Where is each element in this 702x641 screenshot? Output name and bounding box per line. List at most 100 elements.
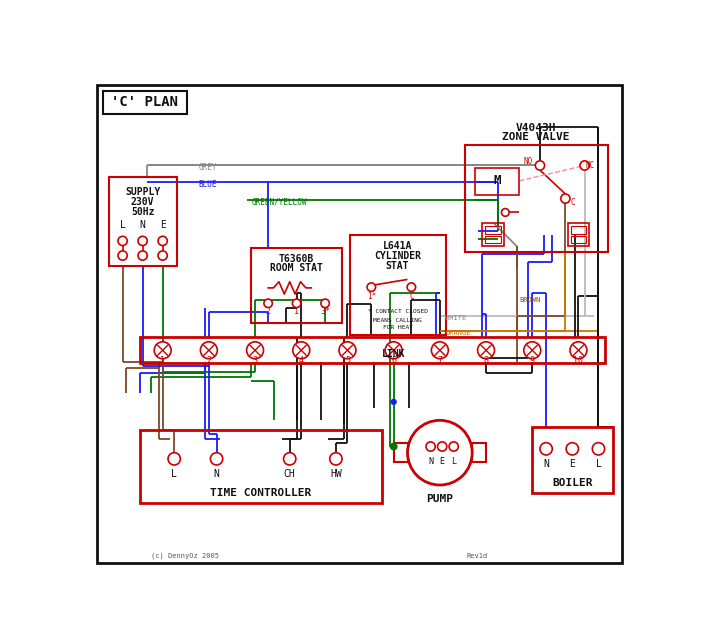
Text: HW: HW: [330, 469, 342, 479]
Text: 1*: 1*: [366, 292, 376, 301]
Circle shape: [580, 161, 589, 170]
Circle shape: [293, 299, 301, 308]
Text: C: C: [409, 292, 413, 301]
Circle shape: [536, 161, 545, 170]
Text: BLUE: BLUE: [199, 180, 218, 189]
Text: N: N: [140, 220, 145, 229]
Text: E: E: [439, 458, 444, 467]
Text: V4043H: V4043H: [516, 122, 557, 133]
Circle shape: [154, 342, 171, 359]
Bar: [475, 168, 519, 195]
Text: 1: 1: [160, 356, 165, 365]
Text: 6: 6: [391, 356, 396, 365]
Text: 1: 1: [294, 307, 299, 316]
Circle shape: [200, 342, 218, 359]
Text: ROOM STAT: ROOM STAT: [270, 263, 323, 273]
Circle shape: [367, 283, 376, 292]
Circle shape: [570, 342, 587, 359]
Text: 2: 2: [206, 356, 211, 365]
Bar: [350, 235, 446, 335]
Text: E: E: [160, 220, 166, 229]
Circle shape: [426, 442, 435, 451]
Circle shape: [284, 453, 296, 465]
Text: LINK: LINK: [382, 349, 406, 359]
Circle shape: [390, 444, 397, 449]
Circle shape: [168, 453, 180, 465]
Bar: [251, 248, 342, 323]
Text: ORANGE: ORANGE: [445, 330, 471, 337]
Text: M: M: [493, 174, 501, 187]
Circle shape: [246, 342, 263, 359]
Text: 3*: 3*: [320, 307, 330, 316]
Text: (c) DennyOz 2005: (c) DennyOz 2005: [151, 553, 219, 559]
Text: L: L: [171, 469, 177, 479]
Text: 2: 2: [265, 307, 271, 316]
Text: WHITE: WHITE: [445, 315, 467, 321]
Text: C: C: [571, 198, 576, 207]
Text: L: L: [119, 220, 126, 229]
Text: L: L: [595, 459, 602, 469]
Circle shape: [592, 443, 604, 455]
Circle shape: [408, 420, 472, 485]
Text: MEANS CALLING: MEANS CALLING: [373, 318, 422, 322]
Text: N: N: [428, 458, 433, 467]
Text: NO: NO: [524, 157, 533, 166]
Text: 3: 3: [253, 356, 258, 365]
Bar: [472, 444, 486, 462]
Text: GREEN/YELLOW: GREEN/YELLOW: [251, 198, 307, 207]
Circle shape: [264, 299, 272, 308]
Bar: [568, 223, 589, 246]
Text: ZONE VALVE: ZONE VALVE: [503, 132, 570, 142]
Circle shape: [477, 342, 494, 359]
Circle shape: [540, 443, 552, 455]
Text: BROWN: BROWN: [519, 297, 541, 303]
Bar: [140, 337, 605, 363]
Text: 5: 5: [345, 356, 350, 365]
Bar: [103, 91, 187, 114]
Text: N: N: [213, 469, 220, 479]
Circle shape: [321, 299, 329, 308]
Text: FOR HEAT: FOR HEAT: [383, 326, 413, 331]
Text: NC: NC: [585, 161, 595, 170]
Circle shape: [437, 442, 446, 451]
Text: STAT: STAT: [386, 261, 409, 271]
Circle shape: [391, 399, 396, 404]
Circle shape: [449, 442, 458, 451]
Text: E: E: [569, 459, 575, 469]
Circle shape: [385, 342, 402, 359]
Text: GREY: GREY: [199, 163, 218, 172]
Circle shape: [118, 237, 127, 246]
Text: 9: 9: [530, 356, 535, 365]
Bar: [485, 235, 501, 243]
Text: BOILER: BOILER: [552, 478, 592, 488]
Text: N: N: [543, 459, 549, 469]
Text: 'C' PLAN: 'C' PLAN: [112, 96, 178, 110]
Text: 4: 4: [299, 356, 304, 365]
Text: 8: 8: [484, 356, 489, 365]
Bar: [465, 145, 608, 253]
Bar: [109, 177, 176, 265]
Text: PUMP: PUMP: [426, 494, 453, 504]
Text: 50Hz: 50Hz: [131, 208, 154, 217]
Bar: [571, 226, 586, 234]
Circle shape: [566, 443, 578, 455]
Bar: [394, 444, 408, 462]
Text: SUPPLY: SUPPLY: [125, 187, 160, 197]
Circle shape: [293, 342, 310, 359]
Circle shape: [524, 342, 541, 359]
Text: L641A: L641A: [383, 240, 412, 251]
Circle shape: [211, 453, 223, 465]
Circle shape: [501, 208, 509, 216]
Text: TIME CONTROLLER: TIME CONTROLLER: [210, 488, 311, 497]
Circle shape: [158, 237, 167, 246]
Circle shape: [561, 194, 570, 203]
Circle shape: [138, 251, 147, 260]
Text: CH: CH: [284, 469, 296, 479]
Circle shape: [407, 283, 416, 292]
Text: L: L: [451, 458, 456, 467]
Text: 230V: 230V: [131, 197, 154, 208]
Text: Rev1d: Rev1d: [467, 553, 488, 559]
Circle shape: [118, 251, 127, 260]
Text: * CONTACT CLOSED: * CONTACT CLOSED: [368, 309, 428, 314]
Bar: [485, 226, 501, 234]
